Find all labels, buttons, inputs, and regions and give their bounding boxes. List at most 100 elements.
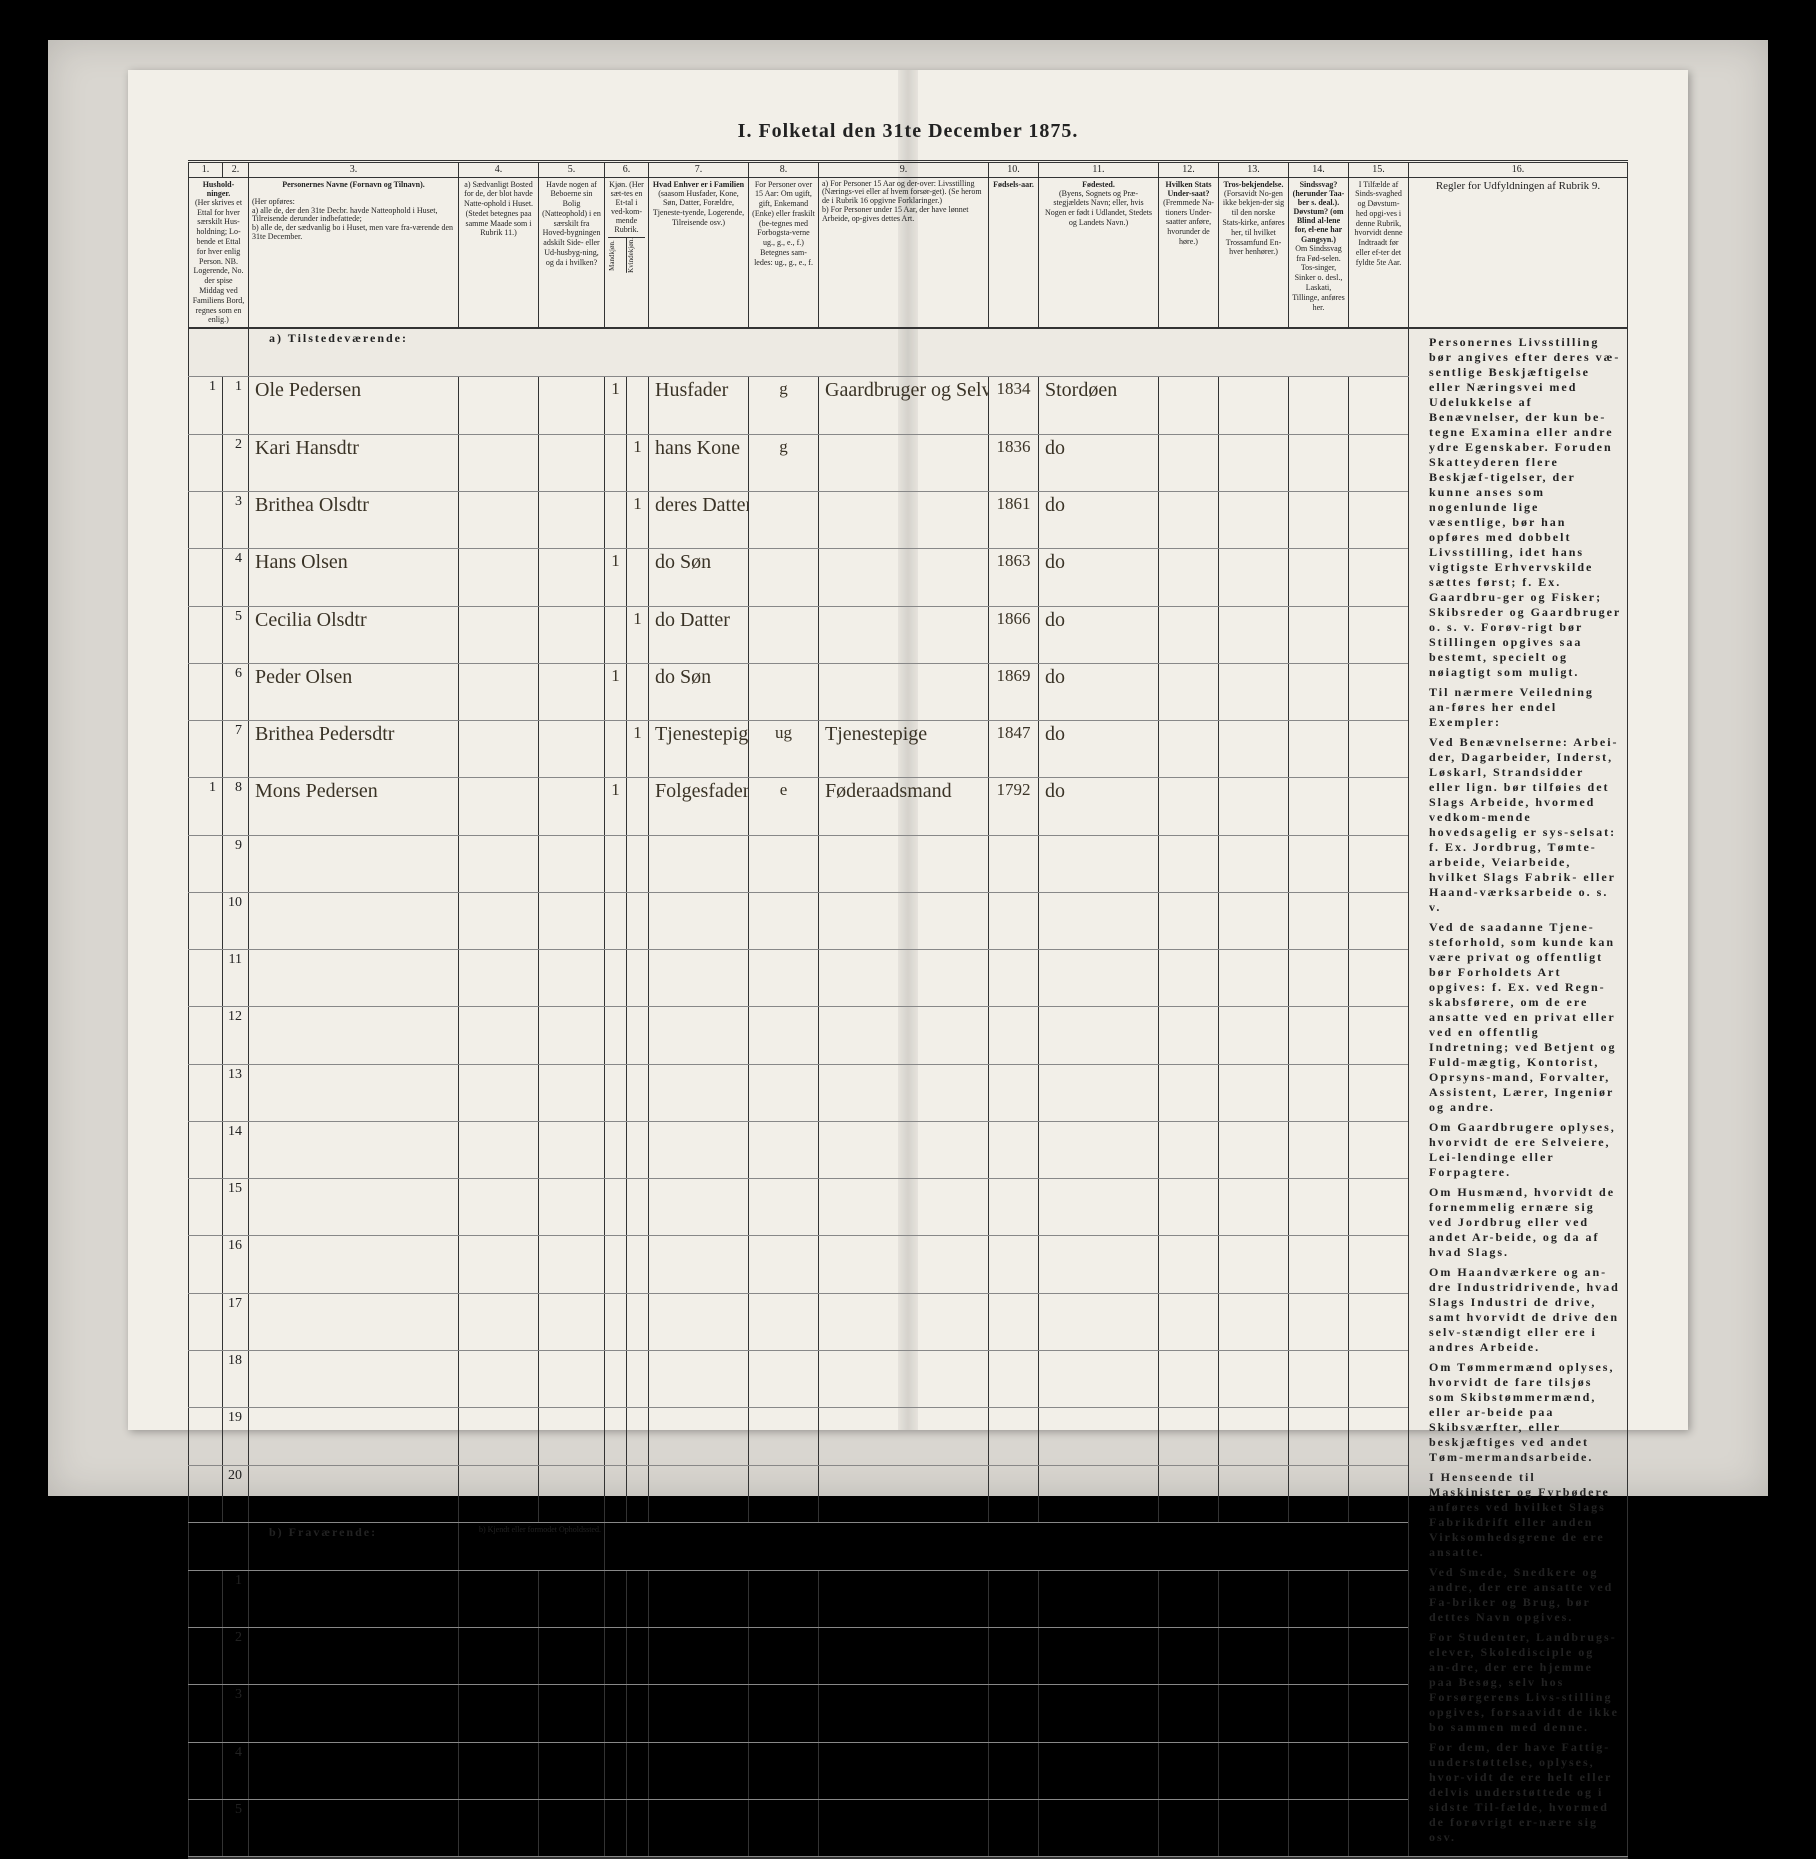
cell [1159,950,1219,1007]
cell [989,1408,1039,1465]
cell [819,835,989,892]
cell [819,663,989,720]
cell: Brithea Olsdtr [249,492,459,549]
cell [1349,1685,1409,1742]
cell [749,1408,819,1465]
cell [605,1799,627,1856]
cell [189,1236,223,1293]
cell [459,434,539,491]
cell [1349,1465,1409,1522]
cell: e [749,778,819,835]
cell [1219,1351,1289,1408]
cell [989,1570,1039,1627]
cell [539,835,605,892]
cell [1289,721,1349,778]
cell: 10 [223,892,249,949]
cell [189,1121,223,1178]
cell [1159,1799,1219,1856]
cell [627,1799,649,1856]
cell [459,549,539,606]
cell [627,1007,649,1064]
cell [1039,1465,1159,1522]
cell [1219,1179,1289,1236]
colnum: 1. [189,163,223,177]
cell [189,663,223,720]
cell: 1 [605,778,627,835]
cell [749,1570,819,1627]
cell [249,1799,459,1856]
cell [1219,663,1289,720]
cell [1219,835,1289,892]
cell [539,377,605,434]
cell: 1 [223,1570,249,1627]
cell [1219,1236,1289,1293]
cell [539,1007,605,1064]
cell: do Søn [649,663,749,720]
cell [189,606,223,663]
cell [819,1351,989,1408]
cell [189,1799,223,1856]
cell [605,835,627,892]
cell: 1 [627,606,649,663]
cell [605,721,627,778]
cell [1159,1351,1219,1408]
cell [189,1742,223,1799]
cell: do [1039,606,1159,663]
cell [749,1007,819,1064]
section-b-note: b) Kjendt eller formodet Opholdssted. [459,1522,605,1570]
cell [189,1685,223,1742]
hdr-8: For Personer over 15 Aar: Om ugift, gift… [749,177,819,328]
cell: 7 [223,721,249,778]
cell: do [1039,778,1159,835]
cell [819,1570,989,1627]
cell [605,434,627,491]
cell [189,1628,223,1685]
cell [189,1570,223,1627]
cell [1159,606,1219,663]
cell: 1792 [989,778,1039,835]
cell: 1836 [989,434,1039,491]
cell [539,1408,605,1465]
cell [1039,1293,1159,1350]
cell [249,1121,459,1178]
cell: Folgesfader [649,778,749,835]
cell [1159,549,1219,606]
cell [539,1799,605,1856]
cell: 1 [605,377,627,434]
cell [1039,1742,1159,1799]
cell [627,1570,649,1627]
hdr-12: Hvilken Stats Under-saat? (Fremmede Na-t… [1159,177,1219,328]
cell [1159,1570,1219,1627]
cell [1289,950,1349,1007]
cell [1349,721,1409,778]
cell [189,950,223,1007]
cell [649,1570,749,1627]
census-table: 1. 2. 3. 4. 5. 6. 7. 8. 9. 10. 11. 12. 1… [188,163,1628,1857]
cell [539,778,605,835]
cell [1159,663,1219,720]
cell [649,1179,749,1236]
cell [627,549,649,606]
cell [989,1007,1039,1064]
cell: Brithea Pedersdtr [249,721,459,778]
cell [627,1179,649,1236]
cell [1219,1007,1289,1064]
cell: Føderaadsmand [819,778,989,835]
cell [749,1742,819,1799]
scan-background: I. Folketal den 31te December 1875. [48,40,1768,1496]
cell [819,1742,989,1799]
cell [605,1236,627,1293]
cell [189,1064,223,1121]
cell [249,835,459,892]
cell [189,835,223,892]
cell: 11 [223,950,249,1007]
cell [1219,892,1289,949]
cell [989,1685,1039,1742]
cell [249,1351,459,1408]
cell [539,549,605,606]
cell [1159,492,1219,549]
cell [1349,549,1409,606]
cell [459,606,539,663]
cell [749,1799,819,1856]
cell [249,1685,459,1742]
